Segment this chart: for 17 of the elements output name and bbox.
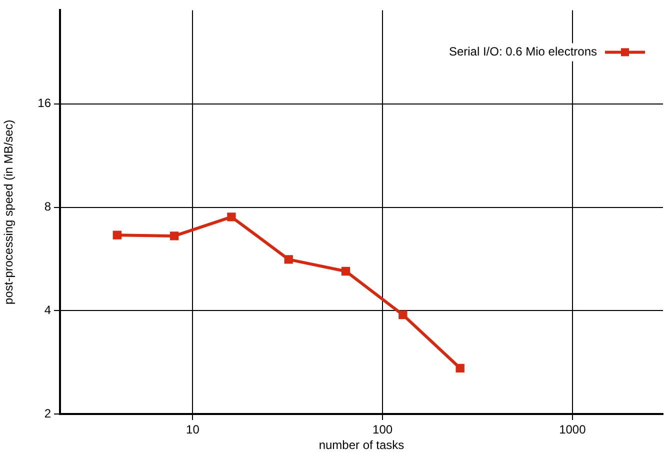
x-axis-title: number of tasks	[318, 438, 404, 452]
point	[227, 212, 236, 222]
y-tick-label: 16	[38, 96, 52, 110]
legend-label: Serial I/O: 0.6 Mio electrons	[448, 44, 597, 59]
y-axis-title: post-processing speed (in MB/sec)	[2, 120, 16, 304]
x-tick-label: 100	[372, 422, 393, 437]
y-tick-label: 8	[44, 200, 52, 214]
y-tick-label: 4	[44, 302, 52, 317]
point	[170, 232, 179, 240]
y-tick-label: 2	[44, 406, 52, 420]
point	[456, 364, 464, 372]
point	[398, 310, 408, 320]
point	[284, 255, 293, 264]
point	[112, 230, 122, 240]
x-tick-label: 1000	[559, 422, 586, 437]
point	[341, 266, 350, 276]
x-tick-label: 10	[186, 422, 200, 437]
